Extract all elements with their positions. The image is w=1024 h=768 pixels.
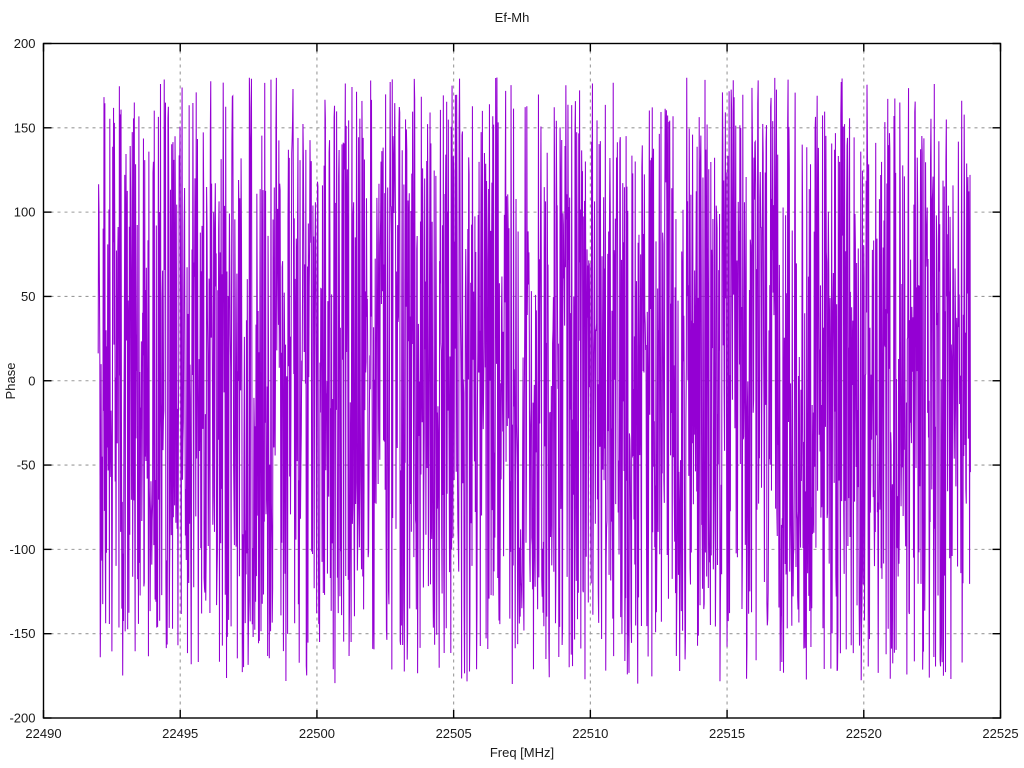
x-tick-label: 22510 <box>572 726 608 741</box>
x-axis-label: Freq [MHz] <box>490 745 554 760</box>
x-tick-label: 22490 <box>25 726 61 741</box>
y-axis-label-group: Phase <box>3 363 18 400</box>
y-tick-label: 150 <box>14 120 36 135</box>
y-tick-labels: -200 -150 -100 -50 0 50 100 150 200 <box>9 36 35 726</box>
data-series-group <box>97 77 971 685</box>
x-tick-label: 22495 <box>162 726 198 741</box>
y-tick-label: 200 <box>14 36 36 51</box>
y-tick-label: 0 <box>28 373 35 388</box>
y-tick-label: -50 <box>17 458 36 473</box>
data-series-line-0 <box>97 77 971 685</box>
x-tick-labels: 22490 22495 22500 22505 22510 22515 22520 22525 <box>25 726 1018 741</box>
chart-title: Ef-Mh <box>495 10 530 25</box>
x-axis-label-group: Freq [MHz] <box>490 745 554 760</box>
chart-title-group: Ef-Mh <box>495 10 530 25</box>
x-tick-label: 22515 <box>709 726 745 741</box>
y-axis-label: Phase <box>3 363 18 400</box>
y-tick-label: -200 <box>9 711 35 726</box>
x-tick-label: 22525 <box>982 726 1018 741</box>
tick-marks <box>42 42 1002 719</box>
x-tick-label: 22520 <box>846 726 882 741</box>
y-tick-label: -150 <box>9 626 35 641</box>
y-tick-label: 50 <box>21 289 35 304</box>
x-tick-label: 22505 <box>436 726 472 741</box>
y-tick-label: -100 <box>9 542 35 557</box>
y-tick-label: 100 <box>14 205 36 220</box>
x-tick-label: 22500 <box>299 726 335 741</box>
